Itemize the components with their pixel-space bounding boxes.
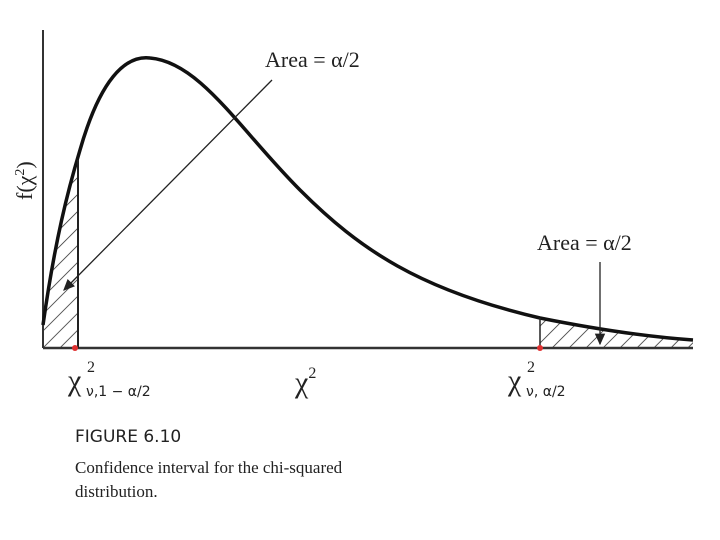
- annotation: Area = α/2: [265, 47, 360, 72]
- density-curve: [41, 56, 694, 342]
- label-part: ): [12, 161, 37, 168]
- y-axis-label: f(χ2): [12, 161, 37, 200]
- upper-critical-label: χ: [507, 364, 522, 397]
- lower-critical-sup: 2: [87, 359, 95, 376]
- label-part: χ: [294, 366, 309, 399]
- annotation: Area = α/2: [537, 230, 632, 255]
- figure-label: FIGURE 6.10: [75, 427, 181, 447]
- label-part: 2: [308, 365, 316, 382]
- lower-point: [72, 345, 78, 351]
- pointer-arrow: [63, 79, 273, 291]
- lower-critical-sub: ν,1 − α/2: [86, 384, 151, 400]
- upper-critical-sub: ν, α/2: [526, 384, 566, 400]
- lower-critical-label: χ: [67, 364, 82, 397]
- upper-critical-sup: 2: [527, 359, 535, 376]
- caption-line: Confidence interval for the chi-squared: [75, 458, 343, 477]
- tail-area: [43, 57, 693, 348]
- label-part: 2: [13, 169, 28, 176]
- upper-point: [537, 345, 543, 351]
- x-axis-label: χ2: [294, 365, 316, 399]
- label-part: f(χ: [12, 175, 37, 200]
- caption-line: distribution.: [75, 482, 158, 501]
